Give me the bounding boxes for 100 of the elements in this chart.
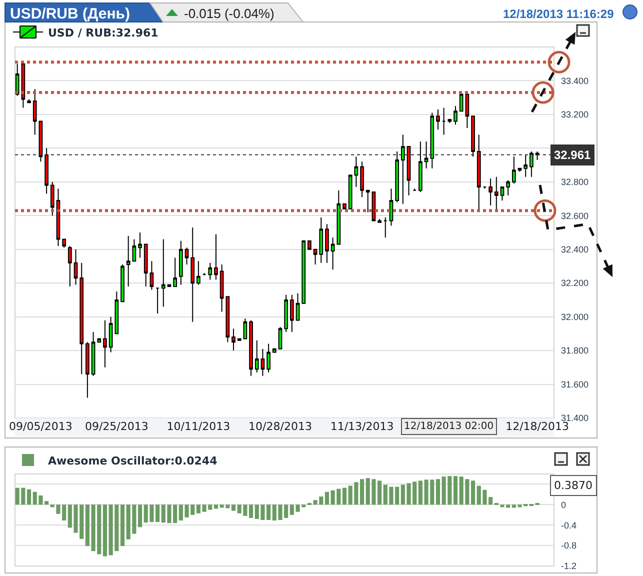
bar bbox=[26, 489, 32, 505]
bar bbox=[418, 480, 422, 505]
candlestick bbox=[342, 203, 346, 210]
candlestick bbox=[50, 181, 54, 216]
candlestick bbox=[161, 238, 166, 308]
bar bbox=[436, 479, 440, 505]
candlestick bbox=[173, 257, 178, 287]
ref-line-label: 32.961 bbox=[554, 148, 592, 162]
text: 0.3870 bbox=[554, 479, 592, 492]
candlestick bbox=[80, 262, 84, 375]
y-tick-label: 32.400 bbox=[561, 244, 589, 255]
bar bbox=[231, 504, 236, 511]
candlestick bbox=[500, 186, 504, 201]
candlestick bbox=[237, 338, 242, 341]
candlestick bbox=[254, 340, 259, 373]
candlestick bbox=[214, 234, 218, 280]
candlestick bbox=[68, 245, 72, 287]
bar bbox=[138, 504, 142, 528]
bar bbox=[342, 488, 347, 505]
candlestick bbox=[296, 292, 300, 321]
candlestick bbox=[459, 92, 464, 112]
candlestick bbox=[91, 332, 96, 376]
y-tick-label: -0.4 bbox=[561, 520, 577, 530]
candlestick bbox=[436, 108, 440, 130]
legend-label: Awesome Oscillator:0.0244 bbox=[48, 454, 218, 468]
candlestick bbox=[202, 272, 206, 276]
candlestick bbox=[260, 348, 265, 376]
candlestick bbox=[284, 294, 288, 332]
candlestick bbox=[62, 238, 66, 248]
candlestick bbox=[243, 318, 248, 340]
candlestick bbox=[132, 238, 136, 262]
candlestick bbox=[196, 260, 200, 286]
candlestick bbox=[488, 178, 492, 206]
bar bbox=[248, 504, 254, 518]
candlestick bbox=[27, 98, 31, 104]
candlestick bbox=[448, 119, 452, 124]
candlestick bbox=[138, 232, 142, 258]
candlestick bbox=[524, 154, 528, 178]
candlestick bbox=[454, 106, 458, 126]
candlestick bbox=[412, 188, 417, 191]
candlestick bbox=[184, 247, 189, 266]
candlestick bbox=[395, 151, 400, 203]
candlestick bbox=[506, 180, 510, 196]
bar bbox=[120, 504, 125, 546]
candlestick bbox=[190, 226, 195, 322]
candlestick bbox=[44, 148, 48, 194]
x-tick-label: 10/28/2013 bbox=[248, 420, 312, 433]
x-tick-label: 09/25/2013 bbox=[84, 420, 148, 433]
y-tick-label: -0.8 bbox=[561, 540, 577, 551]
text: 12/18/2013 11:16:29 bbox=[503, 7, 614, 21]
candlestick bbox=[389, 188, 394, 226]
candlestick bbox=[32, 88, 37, 136]
candlestick bbox=[442, 107, 446, 136]
legend-label: USD / RUB:32.961 bbox=[48, 26, 158, 40]
candlestick bbox=[15, 63, 20, 96]
candlestick bbox=[366, 190, 370, 213]
candlestick bbox=[150, 260, 154, 290]
candlestick bbox=[120, 264, 124, 302]
candlestick bbox=[535, 151, 540, 160]
x-tick-label: 09/05/2013 bbox=[9, 420, 72, 433]
candlestick bbox=[290, 294, 294, 332]
y-tick-label: 32.200 bbox=[561, 278, 589, 288]
candlestick bbox=[530, 151, 534, 178]
y-tick-label: 32.600 bbox=[561, 210, 589, 221]
chart-title: USD/RUB (День) bbox=[10, 5, 130, 22]
bar bbox=[453, 476, 458, 505]
x-tick-label: 10/11/2013 bbox=[166, 420, 230, 433]
candlestick bbox=[360, 161, 364, 198]
candlestick bbox=[512, 156, 516, 184]
candlestick bbox=[108, 316, 113, 353]
y-tick-label: 32.000 bbox=[561, 312, 589, 322]
candlestick bbox=[308, 240, 312, 250]
candlestick bbox=[232, 328, 236, 352]
bar bbox=[470, 480, 476, 505]
text: -0.015 (-0.04%) bbox=[184, 6, 274, 21]
y-tick-label: 32.800 bbox=[561, 177, 589, 188]
candlestick bbox=[319, 216, 324, 264]
y-tick-label: 33.400 bbox=[561, 76, 589, 86]
candlestick bbox=[400, 134, 405, 204]
y-tick-label: 0 bbox=[561, 500, 566, 510]
candlestick bbox=[144, 244, 148, 287]
candlestick bbox=[114, 291, 119, 334]
candlestick bbox=[56, 188, 60, 246]
x-tick-label: 11/13/2013 bbox=[330, 420, 394, 433]
candlestick bbox=[476, 134, 481, 212]
candlestick bbox=[406, 146, 411, 196]
candlestick bbox=[313, 248, 318, 266]
candlestick bbox=[494, 176, 498, 212]
candlestick bbox=[418, 140, 422, 193]
candlestick bbox=[278, 326, 282, 350]
candlestick bbox=[325, 224, 329, 264]
candlestick bbox=[74, 248, 78, 286]
candlestick bbox=[378, 218, 382, 223]
candlestick bbox=[465, 92, 470, 128]
candlestick bbox=[208, 262, 212, 280]
candlestick bbox=[302, 240, 306, 304]
candlestick bbox=[424, 140, 428, 169]
bar bbox=[360, 479, 364, 505]
y-tick-label: 31.600 bbox=[561, 379, 589, 390]
candlestick bbox=[266, 343, 270, 373]
